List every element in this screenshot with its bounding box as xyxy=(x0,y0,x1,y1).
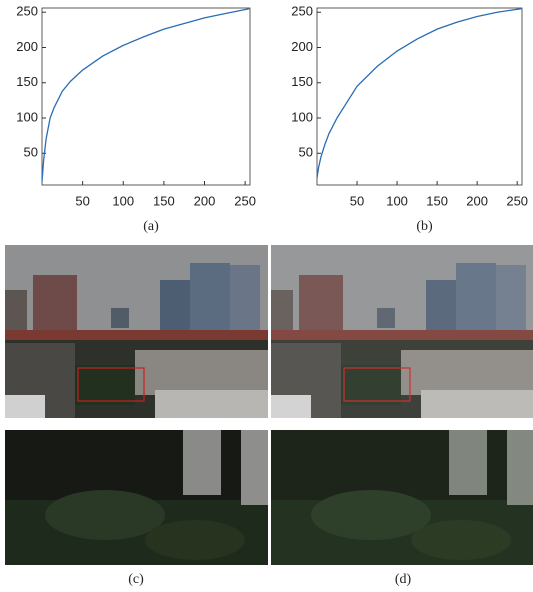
x-tick-label: 50 xyxy=(350,193,364,208)
photo-c xyxy=(5,245,268,565)
x-tick-label: 100 xyxy=(386,193,408,208)
x-tick-label: 250 xyxy=(506,193,528,208)
x-tick-label: 200 xyxy=(194,193,216,208)
x-tick-label: 200 xyxy=(466,193,488,208)
x-tick-label: 50 xyxy=(75,193,89,208)
x-tick-label: 150 xyxy=(153,193,175,208)
x-tick-label: 250 xyxy=(234,193,256,208)
x-tick-label: 100 xyxy=(112,193,134,208)
plot-frame xyxy=(42,8,250,185)
y-tick-label: 100 xyxy=(16,109,38,124)
curve xyxy=(42,9,249,182)
figure: (c) (d) 50 100 150 200 250 50 100 150 200 250 (a) 5… xyxy=(0,0,533,592)
caption: (d) xyxy=(395,572,412,587)
y-tick-label: 50 xyxy=(24,145,38,160)
caption: (b) xyxy=(416,219,433,234)
y-tick-label: 250 xyxy=(16,4,38,19)
y-tick-label: 100 xyxy=(291,109,313,124)
y-tick-label: 200 xyxy=(291,39,313,54)
caption: (a) xyxy=(143,219,159,234)
page: (c) (d) 50 100 150 200 250 50 100 150 200 250 (a) 5… xyxy=(0,0,533,592)
curve xyxy=(317,9,521,178)
y-tick-label: 200 xyxy=(16,39,38,54)
y-tick-label: 50 xyxy=(299,145,313,160)
caption: (c) xyxy=(128,572,144,587)
y-tick-label: 150 xyxy=(291,74,313,89)
photo-d xyxy=(271,245,533,565)
plot-frame xyxy=(317,8,522,185)
y-tick-label: 250 xyxy=(291,4,313,19)
y-tick-label: 150 xyxy=(16,74,38,89)
x-tick-label: 150 xyxy=(426,193,448,208)
